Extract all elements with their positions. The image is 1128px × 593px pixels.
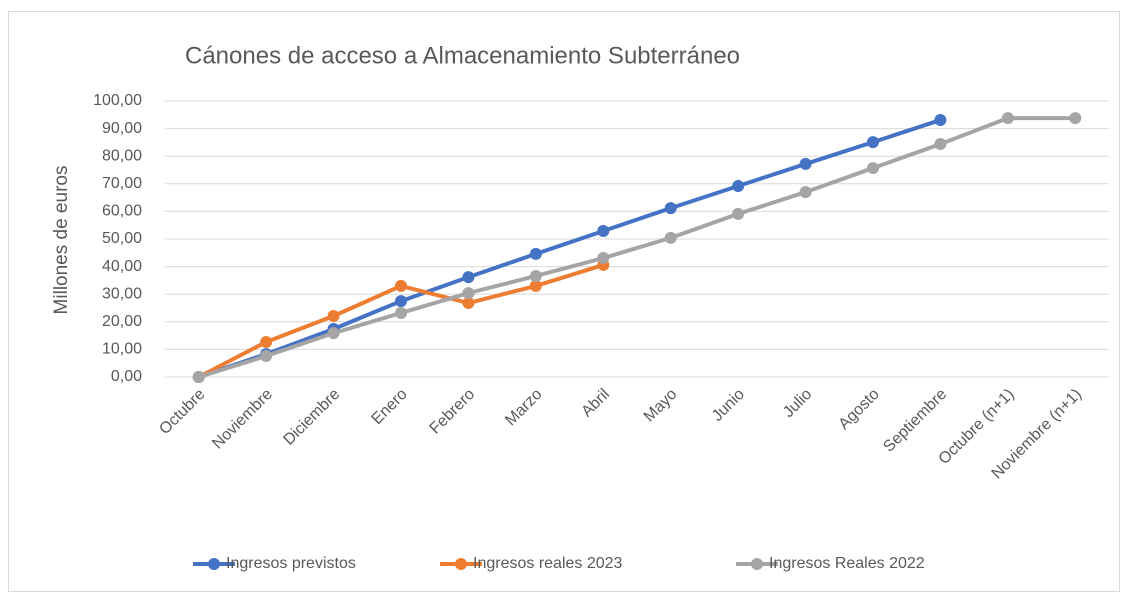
series-marker bbox=[934, 138, 947, 151]
y-tick-label: 10,00 bbox=[102, 341, 142, 358]
series-marker bbox=[462, 287, 475, 300]
series-marker bbox=[529, 247, 542, 260]
series-marker bbox=[462, 271, 475, 284]
series-marker bbox=[664, 231, 677, 244]
series-marker bbox=[867, 136, 879, 149]
legend-label: Ingresos previstos bbox=[226, 555, 356, 572]
series-marker bbox=[597, 224, 610, 237]
chart-title: Cánones de acceso a Almacenamiento Subte… bbox=[185, 42, 740, 69]
chart-border bbox=[8, 11, 1120, 592]
series-marker bbox=[395, 295, 407, 308]
series-marker bbox=[260, 350, 273, 363]
series-marker bbox=[1069, 112, 1082, 125]
series-marker bbox=[664, 202, 677, 215]
series-marker bbox=[192, 371, 205, 383]
series-marker bbox=[867, 162, 879, 175]
series-marker bbox=[529, 269, 542, 282]
y-tick-label: 40,00 bbox=[102, 258, 142, 275]
series-marker bbox=[799, 157, 812, 170]
series-marker bbox=[395, 306, 407, 319]
y-tick-label: 90,00 bbox=[102, 120, 142, 137]
y-axis-title: Millones de euros bbox=[51, 166, 72, 315]
y-tick-label: 80,00 bbox=[102, 147, 142, 164]
y-tick-label: 20,00 bbox=[102, 313, 142, 330]
series-marker bbox=[934, 114, 947, 127]
y-tick-label: 60,00 bbox=[102, 203, 142, 220]
series-marker bbox=[1001, 112, 1014, 125]
series-marker bbox=[732, 207, 745, 220]
series-marker bbox=[395, 279, 407, 292]
y-tick-label: 70,00 bbox=[102, 175, 142, 192]
series-marker bbox=[799, 186, 812, 199]
legend-marker bbox=[455, 558, 467, 570]
y-tick-label: 100,00 bbox=[93, 92, 142, 109]
series-marker bbox=[529, 279, 542, 292]
legend-marker bbox=[208, 558, 220, 570]
y-tick-label: 50,00 bbox=[102, 230, 142, 247]
series-marker bbox=[732, 180, 745, 193]
legend-label: Ingresos Reales 2022 bbox=[769, 555, 925, 572]
legend-marker bbox=[751, 558, 763, 570]
series-marker bbox=[462, 297, 475, 310]
y-tick-label: 0,00 bbox=[111, 368, 142, 385]
series-marker bbox=[597, 252, 610, 265]
series-line bbox=[198, 118, 942, 379]
series-marker bbox=[327, 310, 340, 323]
y-tick-label: 30,00 bbox=[102, 285, 142, 302]
series-line bbox=[198, 116, 1076, 379]
series-marker bbox=[260, 335, 273, 348]
series-marker bbox=[327, 327, 340, 340]
legend-label: Ingresos reales 2023 bbox=[473, 555, 623, 572]
